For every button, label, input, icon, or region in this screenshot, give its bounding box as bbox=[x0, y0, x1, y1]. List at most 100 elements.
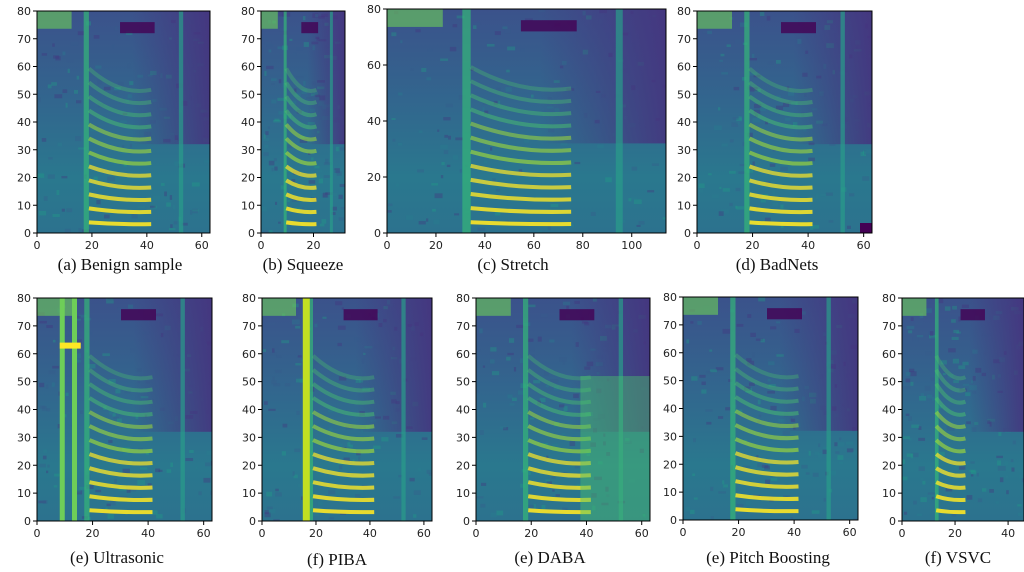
y-tick-label: 30 bbox=[677, 144, 691, 157]
y-tick-label: 10 bbox=[882, 487, 896, 500]
y-tick-label: 30 bbox=[242, 431, 256, 444]
x-tick-label: 20 bbox=[309, 527, 323, 540]
y-tick-label: 40 bbox=[242, 404, 256, 417]
y-tick-label: 0 bbox=[24, 515, 31, 528]
spectrogram-panel: 0 10 20 30 40 50 60 70 80 0 20 40 60 (e) Ultrasonic bbox=[17, 292, 217, 567]
panel-caption: (c) Stretch bbox=[477, 255, 549, 274]
y-tick-label: 80 bbox=[677, 5, 691, 18]
y-tick-label: 50 bbox=[882, 376, 896, 389]
x-tick-label: 0 bbox=[34, 527, 41, 540]
spectrogram-panel: 0 10 20 30 40 50 60 70 80 0 20 40 (f) VSVC bbox=[882, 292, 1024, 567]
x-tick-label: 60 bbox=[195, 239, 209, 252]
panel-caption: (d) BadNets bbox=[736, 255, 819, 274]
x-tick-label: 0 bbox=[34, 239, 41, 252]
y-tick-label: 60 bbox=[17, 61, 31, 74]
y-tick-label: 10 bbox=[677, 199, 691, 212]
spectrogram-panel: 0 10 20 30 40 50 60 70 80 0 20 40 60 (f) PIBA bbox=[242, 292, 437, 569]
y-tick-label: 70 bbox=[456, 320, 470, 333]
y-tick-label: 70 bbox=[882, 320, 896, 333]
y-tick-label: 0 bbox=[249, 515, 256, 528]
x-tick-label: 20 bbox=[746, 239, 760, 252]
y-tick-label: 20 bbox=[882, 459, 896, 472]
y-tick-label: 30 bbox=[882, 431, 896, 444]
spectrogram-panel: 0 10 20 30 40 50 60 70 80 0 20 40 60 (e) DABA bbox=[456, 292, 655, 567]
y-tick-label: 80 bbox=[241, 5, 255, 18]
y-tick-label: 60 bbox=[367, 59, 381, 72]
x-tick-label: 40 bbox=[478, 239, 492, 252]
y-tick-label: 60 bbox=[677, 61, 691, 74]
x-tick-label: 60 bbox=[635, 527, 649, 540]
y-tick-label: 80 bbox=[242, 292, 256, 305]
y-tick-label: 0 bbox=[24, 227, 31, 240]
y-tick-label: 40 bbox=[677, 116, 691, 129]
y-tick-label: 40 bbox=[367, 115, 381, 128]
y-tick-label: 70 bbox=[17, 320, 31, 333]
y-tick-label: 20 bbox=[367, 171, 381, 184]
y-tick-label: 70 bbox=[677, 33, 691, 46]
y-tick-label: 20 bbox=[17, 172, 31, 185]
y-tick-label: 80 bbox=[367, 3, 381, 16]
spectrogram-image bbox=[387, 9, 668, 237]
x-tick-label: 40 bbox=[787, 526, 801, 539]
y-tick-label: 50 bbox=[17, 88, 31, 101]
y-tick-label: 50 bbox=[677, 88, 691, 101]
y-tick-label: 10 bbox=[241, 199, 255, 212]
y-tick-label: 10 bbox=[663, 486, 677, 499]
y-tick-label: 20 bbox=[677, 172, 691, 185]
panel-caption: (e) Pitch Boosting bbox=[706, 548, 830, 567]
x-tick-label: 60 bbox=[197, 527, 211, 540]
spectrogram-image bbox=[261, 11, 347, 236]
y-tick-label: 50 bbox=[663, 375, 677, 388]
y-tick-label: 60 bbox=[17, 348, 31, 361]
x-tick-label: 60 bbox=[843, 526, 857, 539]
spectrogram-image bbox=[37, 11, 213, 235]
y-tick-label: 80 bbox=[882, 292, 896, 305]
spectrogram-image bbox=[476, 298, 655, 521]
y-tick-label: 20 bbox=[17, 459, 31, 472]
spectrogram-panel: 0 10 20 30 40 50 60 70 80 0 20 40 60 (d) BadNets bbox=[677, 5, 875, 274]
x-tick-label: 40 bbox=[140, 239, 154, 252]
x-tick-label: 0 bbox=[384, 239, 391, 252]
x-tick-label: 0 bbox=[694, 239, 701, 252]
spectrogram-image bbox=[37, 298, 217, 521]
x-tick-label: 40 bbox=[1001, 527, 1015, 540]
y-tick-label: 0 bbox=[684, 227, 691, 240]
y-tick-label: 40 bbox=[663, 403, 677, 416]
y-tick-label: 10 bbox=[17, 487, 31, 500]
y-tick-label: 10 bbox=[242, 487, 256, 500]
y-tick-label: 70 bbox=[241, 33, 255, 46]
x-tick-label: 20 bbox=[85, 239, 99, 252]
y-tick-label: 60 bbox=[241, 61, 255, 74]
y-tick-label: 60 bbox=[663, 347, 677, 360]
y-tick-label: 60 bbox=[882, 348, 896, 361]
y-tick-label: 0 bbox=[889, 515, 896, 528]
y-tick-label: 70 bbox=[242, 320, 256, 333]
y-tick-label: 30 bbox=[17, 431, 31, 444]
x-tick-label: 0 bbox=[259, 527, 266, 540]
y-tick-label: 50 bbox=[456, 376, 470, 389]
x-tick-label: 20 bbox=[307, 239, 321, 252]
y-tick-label: 60 bbox=[242, 348, 256, 361]
y-tick-label: 40 bbox=[882, 404, 896, 417]
panel-caption: (b) Squeeze bbox=[263, 255, 344, 274]
x-tick-label: 0 bbox=[899, 527, 906, 540]
y-tick-label: 20 bbox=[242, 459, 256, 472]
y-tick-label: 0 bbox=[248, 227, 255, 240]
y-tick-label: 20 bbox=[456, 459, 470, 472]
x-tick-label: 20 bbox=[948, 527, 962, 540]
spectrogram-image bbox=[902, 298, 1024, 523]
y-tick-label: 40 bbox=[17, 404, 31, 417]
x-tick-label: 100 bbox=[621, 239, 642, 252]
y-tick-label: 30 bbox=[241, 144, 255, 157]
y-tick-label: 80 bbox=[663, 291, 677, 304]
y-tick-label: 30 bbox=[456, 431, 470, 444]
x-tick-label: 20 bbox=[429, 239, 443, 252]
y-tick-label: 50 bbox=[241, 88, 255, 101]
x-tick-label: 40 bbox=[579, 527, 593, 540]
panel-caption: (f) VSVC bbox=[925, 548, 991, 567]
x-tick-label: 60 bbox=[857, 239, 871, 252]
x-tick-label: 40 bbox=[801, 239, 815, 252]
y-tick-label: 20 bbox=[241, 172, 255, 185]
x-tick-label: 20 bbox=[732, 526, 746, 539]
